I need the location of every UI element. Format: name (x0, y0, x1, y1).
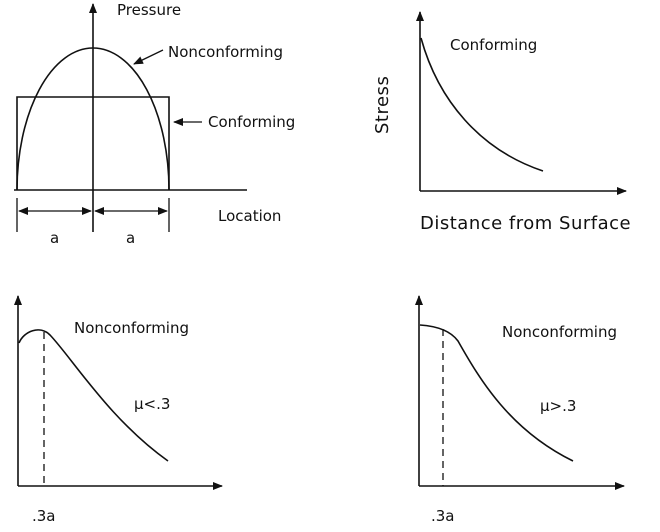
dimension-label-left: a (50, 229, 59, 247)
nonconforming-pressure-label: Nonconforming (168, 43, 283, 61)
high-friction-tick-label: .3a (431, 507, 455, 525)
dimension-label-right: a (126, 229, 135, 247)
stress-y-label: Stress (372, 76, 393, 134)
panel-pressure: Pressure Nonconforming Conforming a a Lo… (14, 1, 295, 247)
low-friction-curve-label: Nonconforming (74, 319, 189, 337)
low-friction-mu-label: μ<.3 (134, 395, 170, 413)
conforming-stress-label: Conforming (450, 36, 537, 54)
conforming-pressure-label: Conforming (208, 113, 295, 131)
high-friction-curve-label: Nonconforming (502, 323, 617, 341)
low-friction-stress-curve (18, 329, 169, 462)
low-friction-tick-label: .3a (32, 507, 56, 525)
nonconforming-pressure-curve (16, 47, 170, 191)
stress-x-label: Distance from Surface (420, 213, 631, 234)
pressure-y-label: Pressure (117, 1, 181, 19)
nonconforming-leader-arrow (133, 49, 164, 65)
panel-stress-conforming: Conforming Stress Distance from Surface (372, 11, 631, 234)
panel-high-friction: Nonconforming μ>.3 .3a (415, 295, 625, 525)
panel-low-friction: Nonconforming μ<.3 .3a (14, 295, 223, 525)
high-friction-mu-label: μ>.3 (540, 397, 576, 415)
pressure-x-label: Location (218, 207, 281, 225)
conforming-pressure-curve (16, 96, 170, 190)
high-friction-stress-curve (419, 324, 574, 462)
conforming-stress-curve (420, 37, 544, 172)
